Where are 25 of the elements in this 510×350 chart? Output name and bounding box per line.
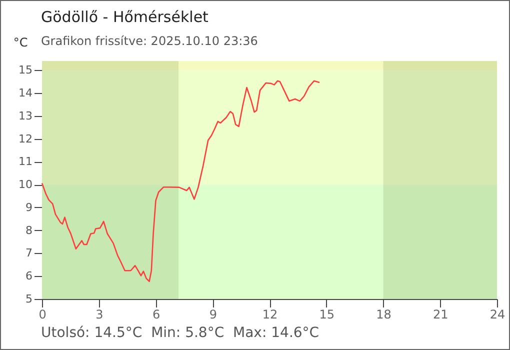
y-tick-label: 9 — [26, 200, 32, 214]
y-tick-label: 14 — [18, 86, 32, 100]
y-axis-title: °C — [13, 36, 28, 50]
x-tick-label: 3 — [96, 308, 104, 322]
y-tick-label: 11 — [18, 155, 32, 168]
y-tick-label: 7 — [26, 246, 32, 260]
x-tick-label: 9 — [209, 308, 217, 322]
y-tick-label: 10 — [18, 178, 32, 192]
y-tick-label: 12 — [18, 132, 32, 146]
line-series — [41, 80, 320, 282]
y-tick-label: 6 — [26, 270, 32, 283]
x-tick-label: 6 — [152, 308, 160, 322]
x-tick-label: 15 — [319, 308, 335, 322]
chart-title: Gödöllő - Hőmérséklet — [41, 8, 208, 26]
y-tick-label: 13 — [18, 109, 32, 122]
y-tick-label: 5 — [26, 292, 32, 306]
x-tick-label: 24 — [490, 308, 506, 322]
chart-subtitle: Grafikon frissítve: 2025.10.10 23:36 — [41, 34, 258, 48]
text: Utolsó: 14.5°C Min: 5.8°C Max: 14.6°C — [41, 325, 320, 341]
y-tick-label: 8 — [26, 224, 32, 237]
x-tick-label: 0 — [38, 308, 46, 322]
x-tick-label: 21 — [432, 308, 448, 322]
x-tick-label: 12 — [262, 308, 278, 322]
y-tick-label: 15 — [18, 64, 32, 77]
x-tick-label: 18 — [376, 308, 392, 322]
